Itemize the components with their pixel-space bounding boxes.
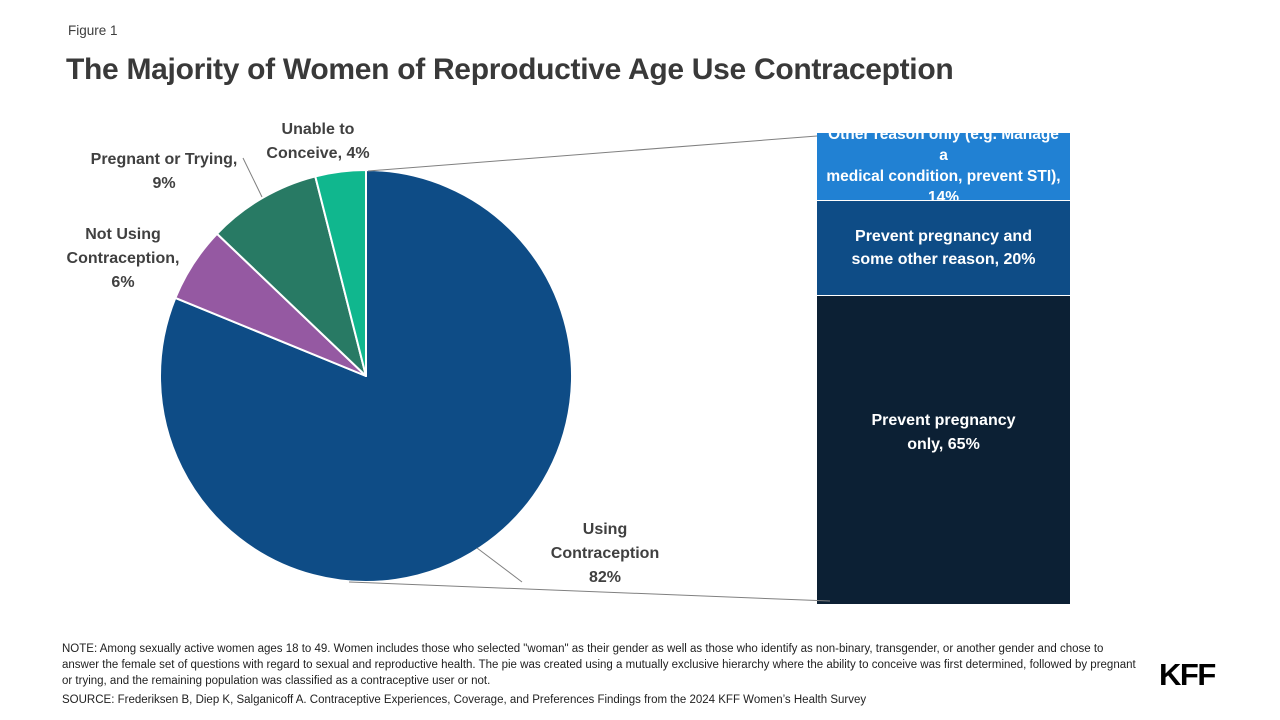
callout-using-contraception: Using Contraception 82%	[550, 521, 660, 586]
bar-segment-other-reason-label: Other reason only (e.g. Manage a medical…	[826, 126, 1061, 207]
source-text: SOURCE: Frederiksen B, Diep K, Salganico…	[62, 694, 867, 706]
callout-pregnant-or-trying: Pregnant or Trying, 9%	[90, 151, 238, 192]
breakout-bar: Other reason only (e.g. Manage a medical…	[817, 126, 1070, 604]
figure-number: Figure 1	[68, 23, 118, 38]
bar-segment-prevent-pregnancy-only-label: Prevent pregnancy only, 65%	[871, 411, 1016, 453]
footnote-block: NOTE: Among sexually active women ages 1…	[62, 641, 1140, 708]
leader-line-pregnant-or-trying	[242, 157, 263, 198]
callout-unable-to-conceive: Unable to Conceive, 4%	[266, 121, 370, 162]
bar-segment-other-reason-only: Other reason only (e.g. Manage a medical…	[817, 126, 1070, 206]
pie-slice-not-using-contraception	[174, 232, 367, 377]
chart-title: The Majority of Women of Reproductive Ag…	[66, 53, 954, 86]
pie-slice-using-contraception	[159, 169, 574, 583]
bar-segment-prevent-pregnancy-and-other-label: Prevent pregnancy and some other reason,…	[851, 227, 1036, 268]
connector-line-top	[367, 135, 818, 172]
kff-logo: KFF	[1159, 657, 1216, 692]
pie-slices	[159, 169, 574, 583]
note-text: NOTE: Among sexually active women ages 1…	[62, 643, 1136, 687]
callout-not-using-contraception: Not Using Contraception, 6%	[66, 226, 180, 291]
bar-segment-prevent-pregnancy-and-other: Prevent pregnancy and some other reason,…	[817, 199, 1070, 295]
bar-segment-prevent-pregnancy-only: Prevent pregnancy only, 65%	[817, 294, 1070, 604]
pie-slice-pregnant-or-trying	[215, 175, 367, 377]
leader-line-using-contraception	[476, 547, 523, 583]
pie-slice-unable-to-conceive	[314, 169, 367, 377]
